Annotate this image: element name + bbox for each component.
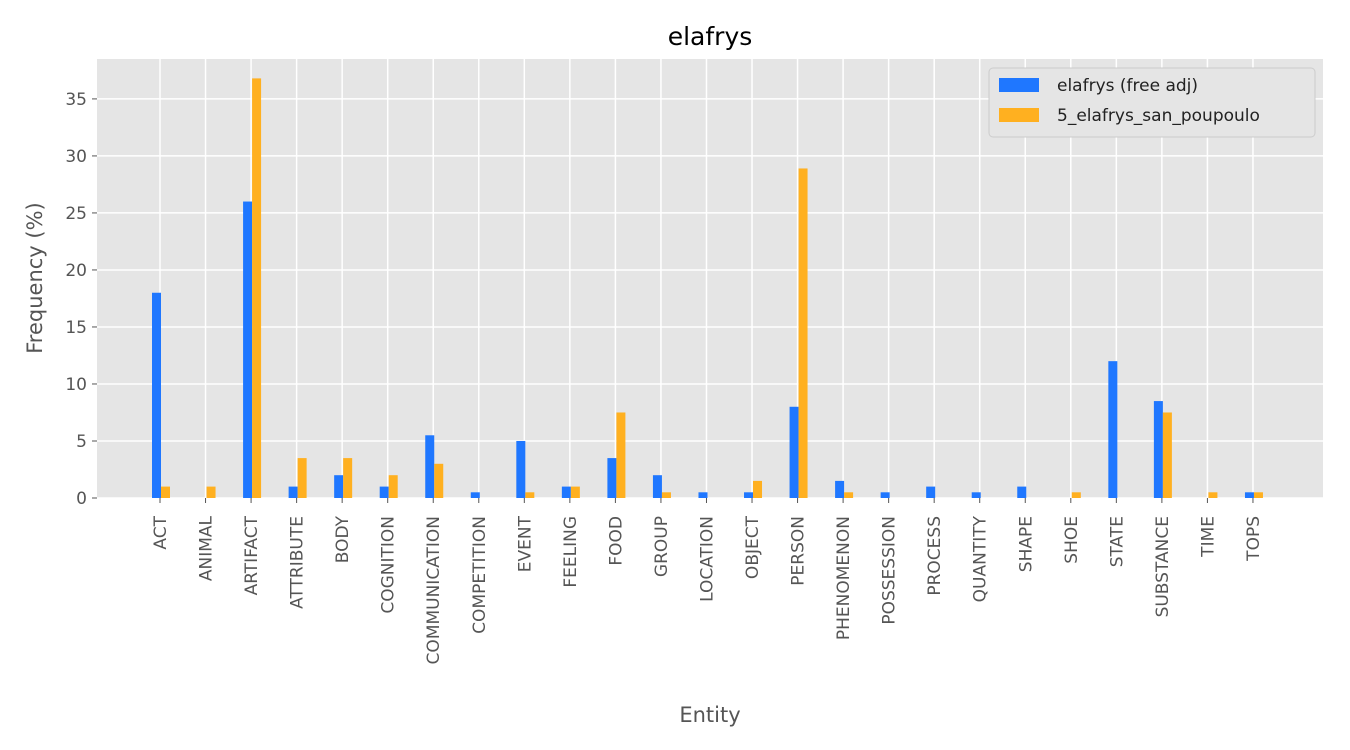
y-tick-label: 10	[65, 375, 87, 395]
bar-series-0	[607, 458, 617, 498]
bar-series-0	[971, 492, 981, 498]
chart-title: elafrys	[668, 22, 753, 51]
bar-series-1	[206, 486, 216, 498]
bar-series-1	[1253, 492, 1263, 498]
x-tick-label: FEELING	[561, 516, 581, 588]
x-tick-label: TIME	[1198, 516, 1218, 558]
bar-series-0	[152, 292, 161, 498]
bar-series-1	[1208, 492, 1218, 498]
bar-series-0	[561, 486, 571, 498]
legend: elafrys (free adj) 5_elafrys_san_poupoul…	[988, 67, 1316, 138]
bars	[152, 78, 1263, 499]
x-tick-label: SHAPE	[1016, 516, 1036, 572]
y-tick-label: 0	[76, 489, 87, 509]
bar-series-1	[1162, 412, 1172, 498]
bar-series-1	[1071, 492, 1081, 498]
bar-series-0	[379, 486, 389, 498]
y-axis-ticks: 0 5 10 15 20 25 30 35	[65, 90, 97, 509]
bar-series-1	[661, 492, 671, 498]
bar-series-1	[161, 486, 170, 498]
x-tick-label: ANIMAL	[197, 515, 217, 581]
x-tick-label: SHOE	[1062, 516, 1082, 564]
bar-series-0	[334, 475, 344, 498]
x-tick-label: ARTIFACT	[242, 515, 262, 595]
x-tick-label: ATTRIBUTE	[288, 516, 308, 609]
x-tick-label: TOPS	[1244, 516, 1264, 562]
y-tick-label: 20	[65, 261, 87, 281]
x-tick-label: OBJECT	[743, 515, 763, 579]
bar-series-0	[880, 492, 890, 498]
x-tick-label: PERSON	[789, 516, 809, 586]
x-tick-label: POSSESSION	[880, 516, 900, 625]
bar-series-0	[835, 480, 845, 498]
bar-series-0	[652, 475, 662, 498]
x-tick-label: PROCESS	[925, 516, 945, 596]
x-tick-label: LOCATION	[697, 516, 717, 602]
y-tick-label: 25	[65, 204, 87, 224]
x-tick-label: EVENT	[515, 515, 535, 572]
bar-series-1	[297, 458, 307, 498]
x-tick-label: COGNITION	[379, 516, 399, 614]
x-tick-label: COMPETITION	[470, 516, 490, 634]
bar-series-0	[288, 486, 298, 498]
x-tick-label: BODY	[333, 515, 353, 563]
x-axis-label: Entity	[679, 703, 740, 727]
bar-series-0	[1017, 486, 1027, 498]
bar-series-1	[388, 475, 398, 498]
y-tick-label: 5	[76, 432, 87, 452]
bar-series-0	[1108, 361, 1118, 498]
bar-series-1	[525, 492, 535, 498]
x-tick-label: QUANTITY	[971, 515, 991, 602]
bar-series-0	[470, 492, 480, 498]
bar-series-0	[425, 435, 435, 498]
bar-series-1	[798, 168, 808, 498]
x-tick-label: FOOD	[606, 516, 626, 566]
bar-series-1	[343, 458, 353, 498]
bar-series-1	[570, 486, 580, 498]
legend-box	[988, 67, 1316, 138]
y-tick-label: 30	[65, 147, 87, 167]
y-tick-label: 15	[65, 318, 87, 338]
bar-series-1	[616, 412, 626, 498]
legend-label-series-0: elafrys (free adj)	[1057, 76, 1198, 96]
bar-series-1	[844, 492, 854, 498]
x-tick-label: STATE	[1107, 516, 1127, 567]
x-tick-label: GROUP	[652, 516, 672, 577]
y-axis-label: Frequency (%)	[23, 202, 47, 354]
x-tick-label: PHENOMENON	[834, 516, 854, 640]
bar-series-0	[1153, 401, 1163, 498]
x-tick-label: ACT	[151, 515, 171, 549]
legend-swatch-series-0	[999, 78, 1039, 92]
bar-series-0	[516, 440, 526, 498]
bar-series-0	[698, 492, 708, 498]
bar-series-0	[926, 486, 936, 498]
bar-series-1	[434, 463, 444, 498]
bar-series-0	[1244, 492, 1254, 498]
x-axis-ticks: ACT ANIMAL ARTIFACT ATTRIBUTE BODY COGNITION C…	[151, 498, 1264, 664]
x-tick-label: COMMUNICATION	[424, 516, 444, 664]
bar-series-1	[252, 78, 262, 499]
bar-series-0	[744, 492, 754, 498]
y-tick-label: 35	[65, 90, 87, 110]
bar-series-1	[753, 480, 763, 498]
bar-series-0	[789, 406, 799, 498]
legend-label-series-1: 5_elafrys_san_poupoulo	[1057, 106, 1260, 126]
x-tick-label: SUBSTANCE	[1153, 516, 1173, 617]
bar-series-0	[243, 201, 253, 498]
legend-swatch-series-1	[999, 108, 1039, 122]
